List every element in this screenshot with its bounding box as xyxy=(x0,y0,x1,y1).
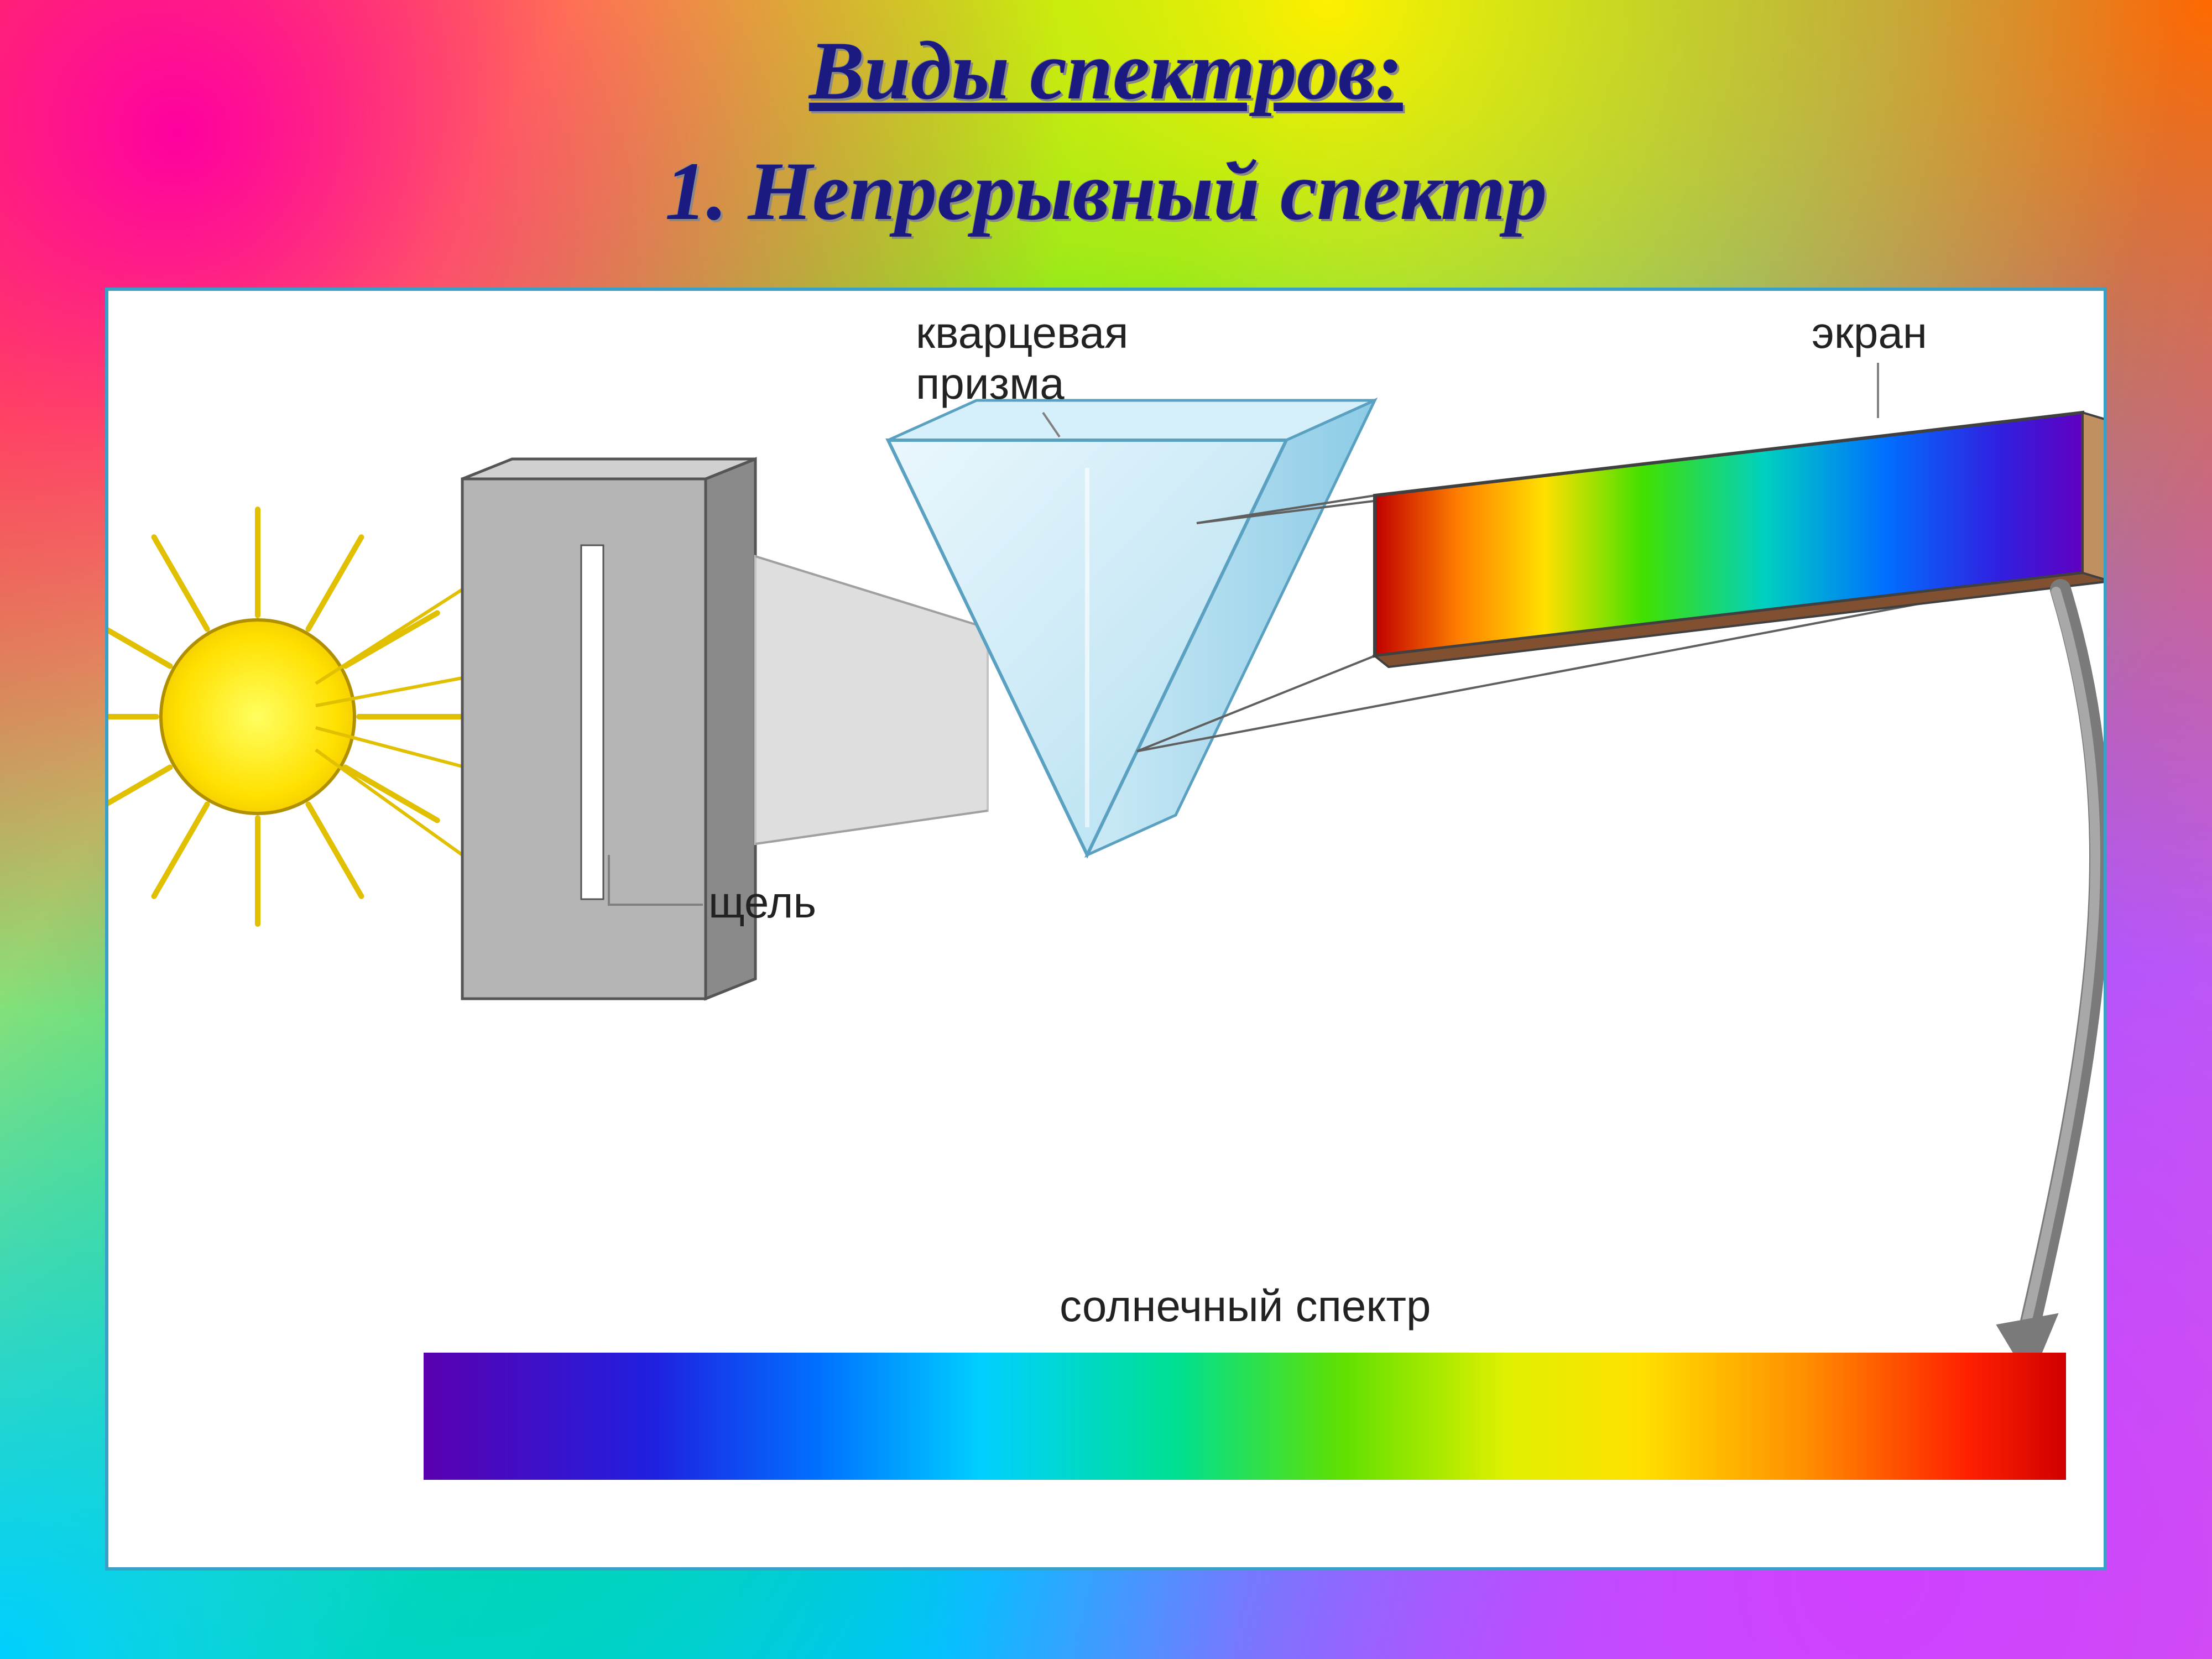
label-solar-spectrum: солнечный спектр xyxy=(1060,1281,1431,1332)
projection-screen xyxy=(1375,413,2104,667)
slide-subtitle: 1. Непрерывный спектр xyxy=(0,144,2212,239)
sun-icon xyxy=(161,620,354,813)
label-slit: щель xyxy=(708,877,816,928)
solar-spectrum-bar xyxy=(424,1353,2066,1480)
slide-title: Виды спектров: xyxy=(0,28,2212,115)
label-screen: экран xyxy=(1812,307,1927,358)
light-beam-to-prism xyxy=(755,556,988,844)
slide-background: Виды спектров: 1. Непрерывный спектр xyxy=(0,0,2212,1659)
arrow-to-spectrum-bar xyxy=(1997,589,2100,1380)
diagram-panel: кварцевая призма экран щель солнечный сп… xyxy=(105,288,2107,1571)
label-prism: кварцевая призма xyxy=(916,307,1128,409)
